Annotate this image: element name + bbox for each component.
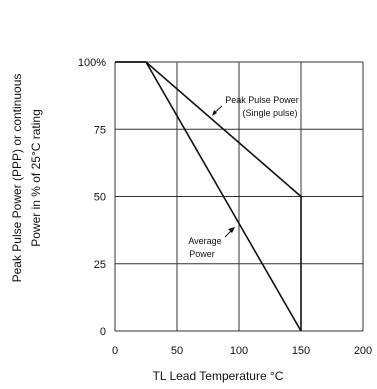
x-tick-label: 50 (171, 345, 183, 357)
y-tick-label: 50 (94, 192, 106, 204)
annotation-average-line2: Power (189, 249, 215, 259)
y-axis-title-line1: Peak Pulse Power (PPP) or continuous (10, 74, 24, 283)
annotation-average-arrowhead (228, 227, 235, 233)
y-axis-title-line2: Power in % of 25°C rating (29, 109, 43, 247)
average-power-line (115, 61, 302, 332)
annotation-average-line1: Average (188, 236, 221, 246)
y-tick-label: 100% (78, 57, 106, 69)
annotation-peak-pulse-line2: (Single pulse) (242, 108, 297, 118)
annotation-peak-pulse-line1: Peak Pulse Power (225, 95, 299, 105)
series-lines (115, 61, 302, 332)
y-axis-title: Peak Pulse Power (PPP) or continuous Pow… (10, 74, 43, 283)
x-tick-label: 100 (230, 345, 248, 357)
x-axis-title: TL Lead Temperature °C (153, 369, 284, 383)
annotation-average-power: Average Power (188, 227, 235, 259)
annotation-peak-pulse-arrowhead (212, 110, 217, 116)
x-tick-label: 200 (354, 345, 372, 357)
y-tick-label: 75 (94, 124, 106, 136)
annotation-peak-pulse: Peak Pulse Power (Single pulse) (212, 95, 299, 118)
y-tick-label: 25 (94, 259, 106, 271)
y-tick-label: 0 (100, 326, 106, 338)
x-tick-label: 0 (112, 345, 118, 357)
grid-lines (114, 61, 364, 332)
x-tick-label: 150 (292, 345, 310, 357)
tick-labels: 0 50 100 150 200 0 25 50 75 100% (78, 57, 372, 357)
